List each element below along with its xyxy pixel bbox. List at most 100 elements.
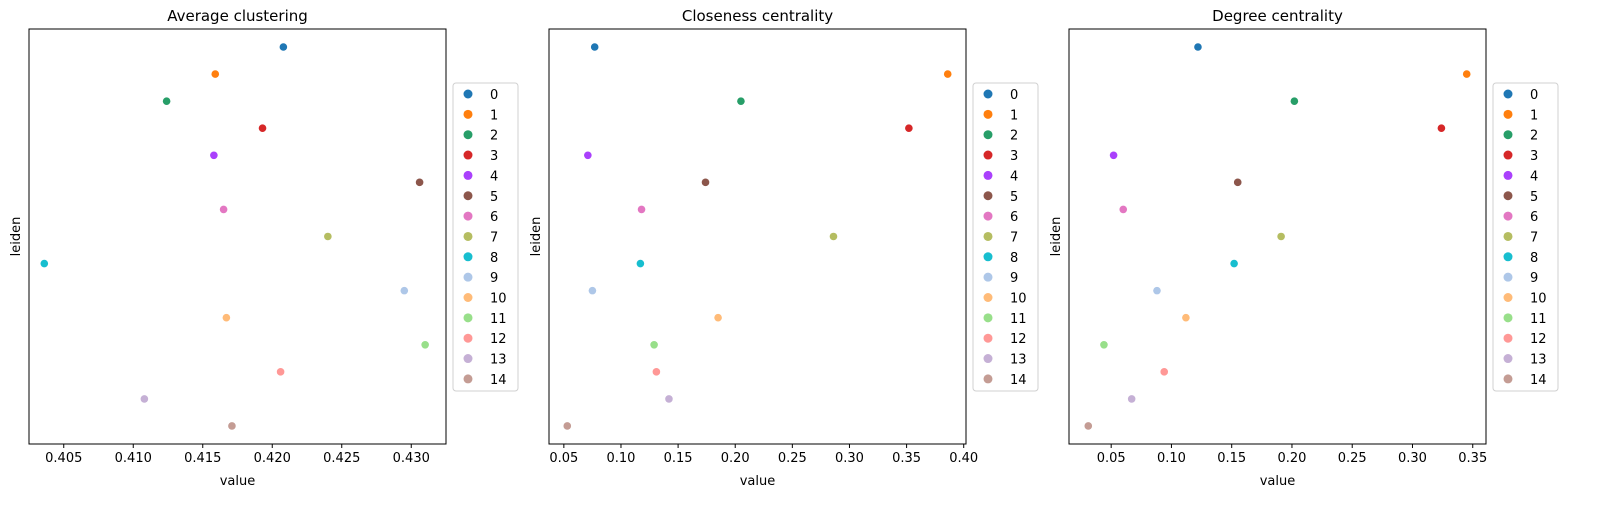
legend-marker-10 [463,293,473,302]
data-point-9 [588,286,597,295]
legend-label: 1 [1530,108,1538,123]
plot-frame [548,28,967,445]
legend-label: 6 [490,210,498,225]
legend-label: 3 [1530,149,1538,164]
chart-title: Degree centrality [1212,7,1343,25]
legend-label: 7 [490,230,498,245]
data-point-1 [1462,70,1471,78]
legend-marker-8 [463,252,473,262]
data-point-8 [636,259,645,268]
y-axis-label: leiden [1049,217,1064,257]
legend-label: 9 [490,271,498,286]
data-point-4 [584,151,592,160]
legend-label: 2 [1530,129,1538,144]
legend-label: 13 [1010,353,1027,368]
legend-marker-6 [1503,211,1513,221]
legend-label: 9 [1010,271,1018,286]
legend-label: 3 [1010,149,1018,164]
legend-label: 2 [1010,129,1018,144]
x-axis-label: value [220,474,256,489]
x-tick-label: 0.40 [949,451,978,466]
legend-marker-3 [1503,150,1513,160]
legend-marker-11 [1503,313,1513,323]
legend-marker-8 [1503,252,1513,262]
legend-label: 6 [1010,210,1018,225]
data-point-12 [652,368,661,376]
legend-label: 12 [1530,332,1547,347]
x-tick-label: 0.430 [393,451,430,466]
chart-title: Closeness centrality [682,7,833,25]
data-point-11 [421,340,429,349]
data-point-14 [1084,422,1093,430]
legend-label: 10 [490,292,507,307]
legend-marker-3 [463,150,473,160]
x-tick-label: 0.20 [721,451,750,466]
legend-marker-12 [463,333,473,343]
legend-label: 5 [1010,190,1018,205]
panel-1: Average clustering 0.405 0.410 0.415 0.420 0.… [9,7,519,489]
x-tick-label: 0.425 [323,451,360,466]
legend-label: 6 [1530,210,1538,225]
legend-box [452,82,519,392]
legend-label: 13 [1530,353,1547,368]
legend-marker-2 [1503,130,1513,140]
legend-marker-7 [463,231,473,241]
x-tick-label: 0.15 [1217,451,1246,466]
data-point-1 [211,70,220,78]
data-point-11 [1100,340,1108,349]
panel-3: Degree centrality 0.05 0.10 0.15 0.20 0.25 0.3… [1049,7,1559,489]
legend-marker-12 [983,333,993,343]
x-tick-label: 0.20 [1277,451,1306,466]
legend-label: 11 [1010,312,1027,327]
legend-label: 1 [490,108,498,123]
legend-marker-4 [1503,170,1513,180]
legend-label: 13 [490,353,507,368]
x-tick-label: 0.10 [606,451,635,466]
data-point-2 [1290,97,1299,105]
x-tick-label: 0.415 [184,451,221,466]
data-point-2 [737,97,745,105]
data-point-12 [1160,368,1169,376]
legend-marker-7 [1503,231,1513,241]
legend-label: 5 [1530,190,1538,205]
legend-marker-0 [1503,89,1513,99]
legend-box [972,82,1039,392]
data-point-7 [1277,232,1285,241]
data-point-11 [650,340,658,349]
chart-title: Average clustering [167,7,308,25]
legend-marker-8 [983,252,993,262]
legend-marker-7 [983,231,993,241]
legend-marker-11 [983,313,993,323]
legend-marker-14 [463,374,473,384]
legend-label: 14 [1530,373,1547,388]
legend-label: 10 [1010,292,1027,307]
data-point-14 [563,422,572,430]
legend-label: 14 [1010,373,1027,388]
data-point-5 [1233,178,1242,187]
x-tick-label: 0.15 [664,451,693,466]
legend-marker-13 [1503,354,1513,364]
data-point-9 [1153,286,1161,295]
legend-label: 0 [1010,88,1018,103]
data-point-4 [210,151,218,160]
legend-label: 11 [490,312,507,327]
legend-label: 8 [1530,251,1538,266]
x-tick-label: 0.05 [1097,451,1126,466]
legend-marker-6 [463,211,473,221]
legend-marker-4 [983,170,993,180]
x-tick-label: 0.30 [835,451,864,466]
y-axis-label: leiden [9,217,24,257]
legend-marker-1 [983,109,993,119]
legend-label: 12 [490,332,507,347]
x-tick-label: 0.405 [45,451,82,466]
legend-marker-9 [463,272,473,282]
data-point-10 [714,313,722,322]
panel-2: Closeness centrality 0.05 0.10 0.15 0.20 0.25… [529,7,1039,489]
legend-marker-14 [983,374,993,384]
legend-marker-1 [1503,109,1513,119]
plot-frame [28,28,447,445]
data-point-2 [162,97,171,105]
data-point-8 [1230,259,1238,268]
legend-label: 4 [490,169,498,184]
